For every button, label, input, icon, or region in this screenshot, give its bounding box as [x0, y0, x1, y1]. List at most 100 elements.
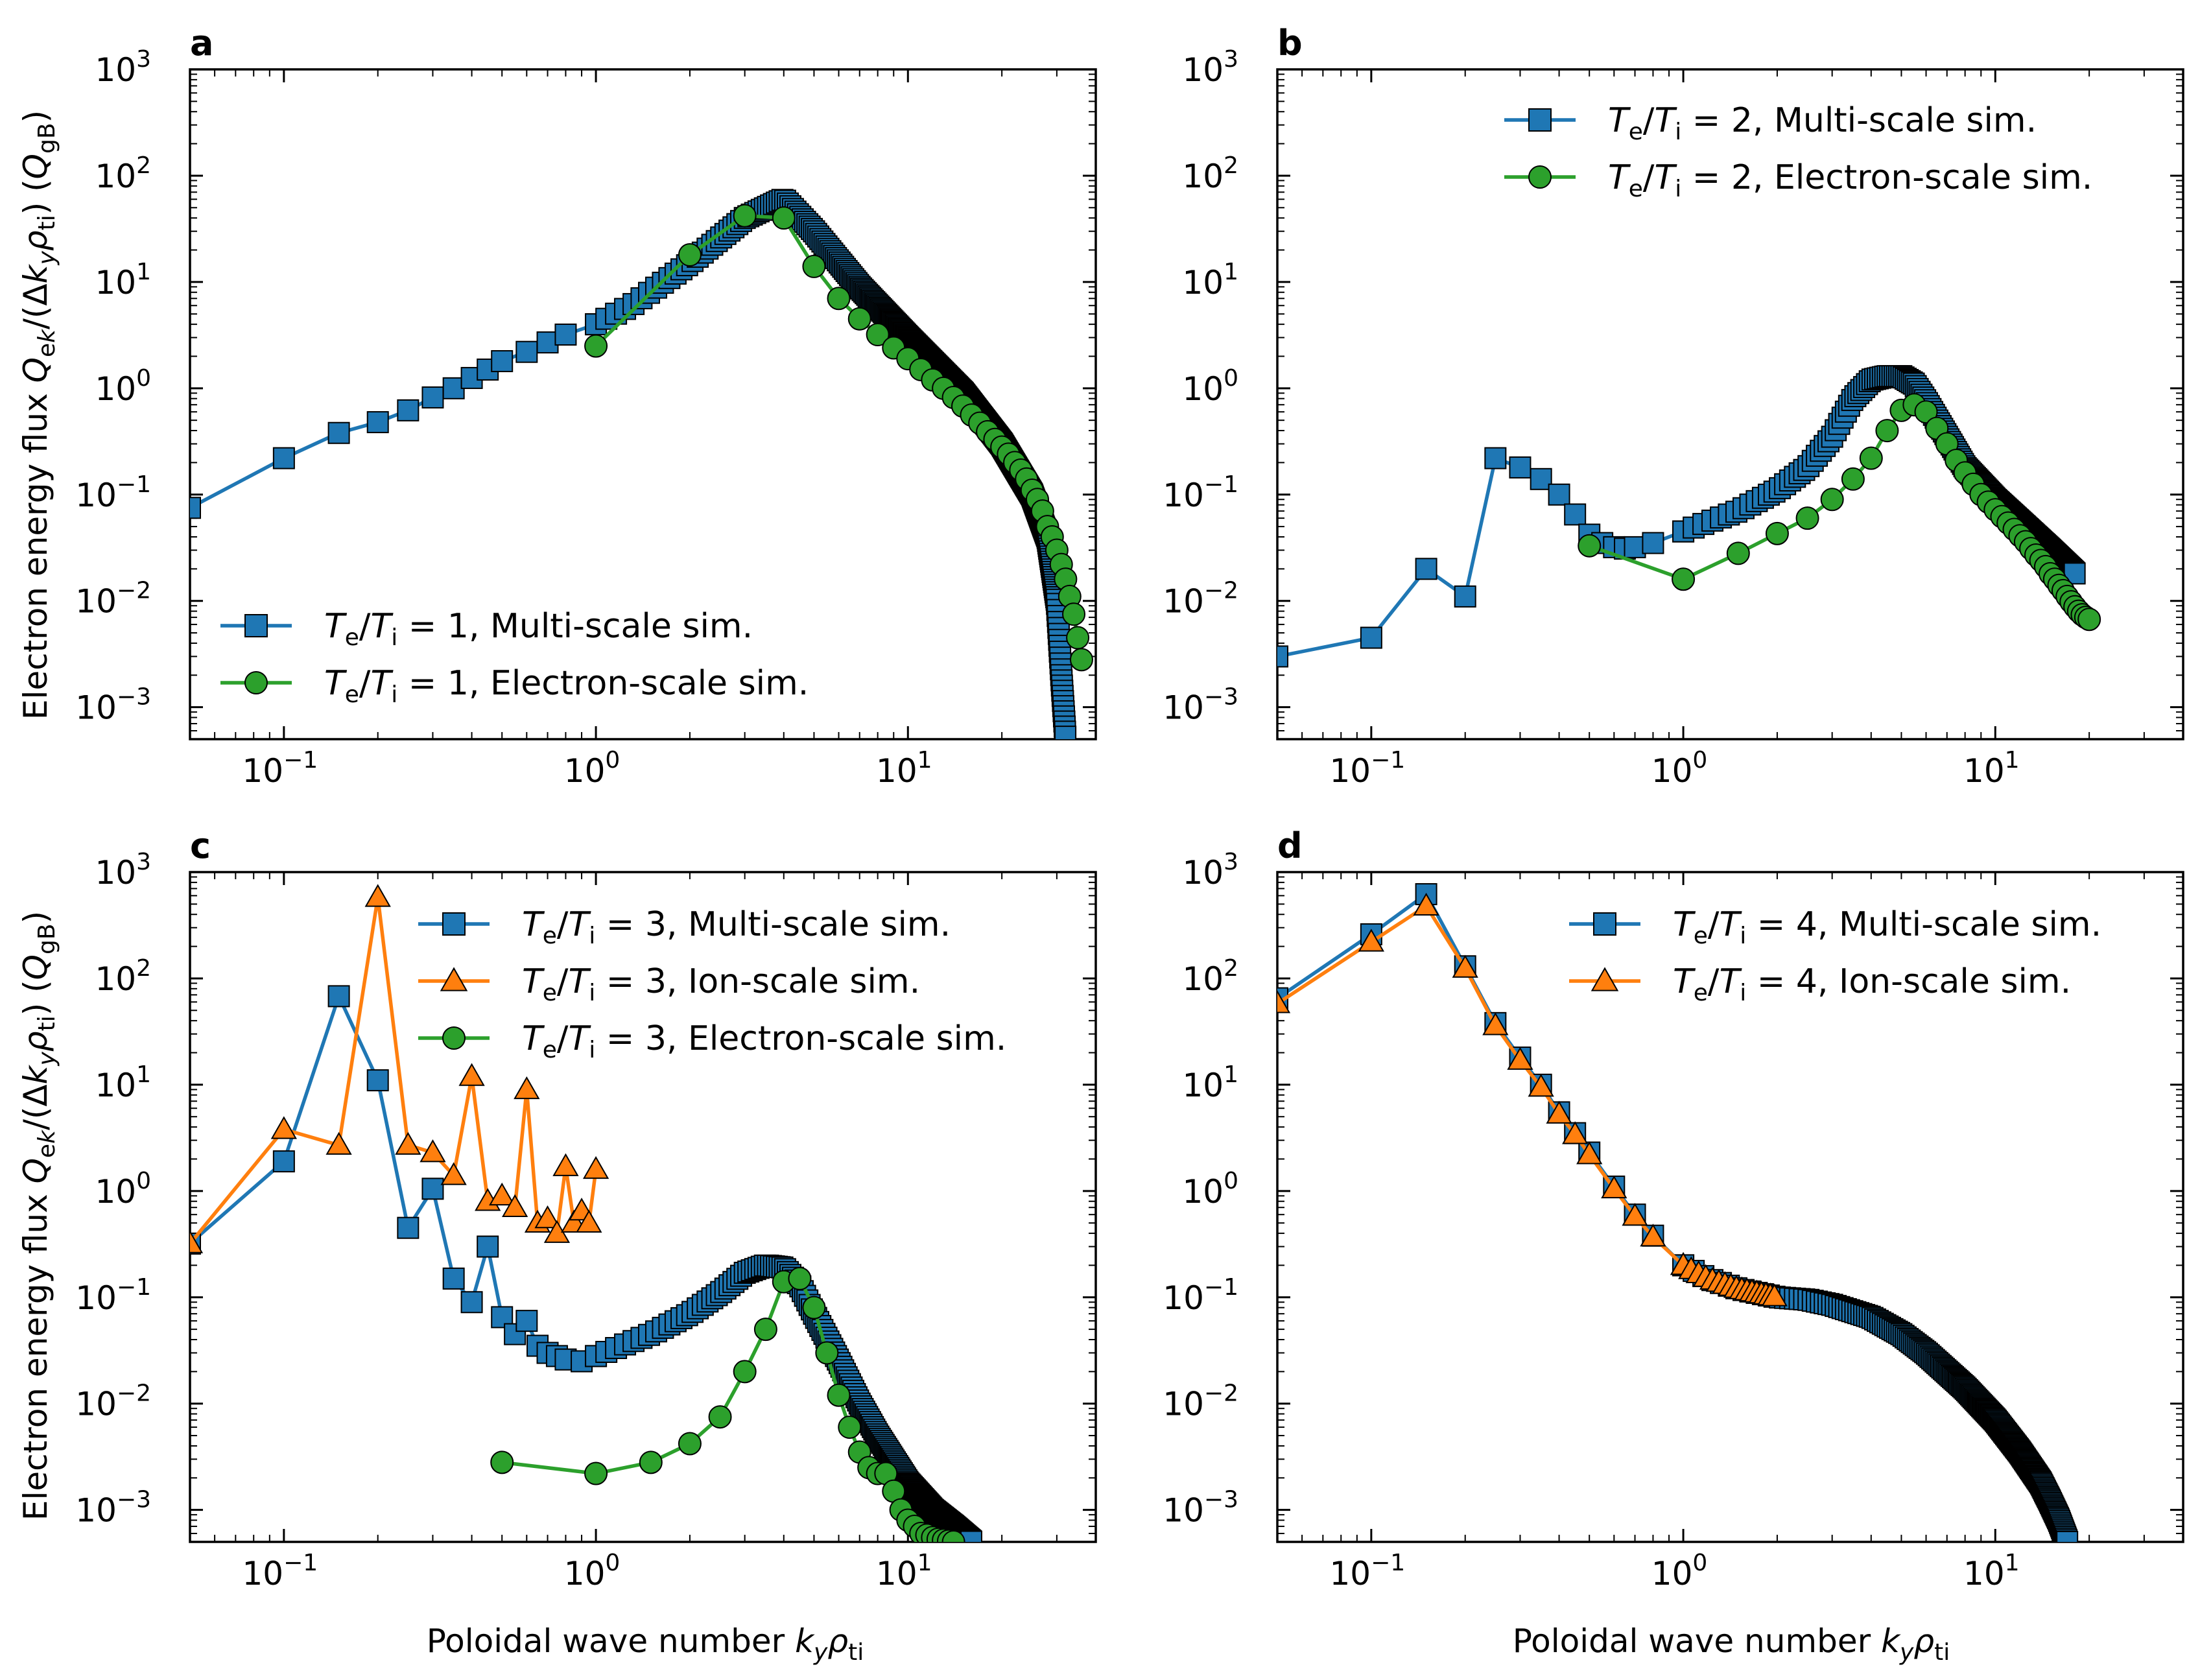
y-tick-label: 101: [1182, 259, 1238, 302]
y-tick-label: 10−3: [1163, 1487, 1238, 1530]
data-point: [190, 497, 201, 519]
data-point: [2056, 1531, 2079, 1542]
data-point: [327, 421, 350, 444]
data-point: [1548, 483, 1570, 506]
data-point: [1452, 954, 1478, 978]
x-tick-label: 101: [1963, 747, 2020, 790]
data-point: [1277, 990, 1291, 1013]
x-tick-label: 10−1: [1330, 747, 1406, 790]
ticks: [189, 68, 1096, 740]
data-point: [490, 1450, 514, 1474]
data-point: [397, 399, 420, 421]
x-tick-label: 101: [876, 747, 932, 790]
y-tick-label: 10−1: [75, 471, 151, 514]
y-tick-label: 102: [1182, 152, 1238, 195]
data-point: [941, 1530, 965, 1542]
series-line: [190, 197, 1068, 739]
legend-marker: [442, 1026, 466, 1050]
y-tick-label: 10−2: [1163, 578, 1238, 621]
data-point: [1062, 602, 1086, 626]
y-tick-label: 103: [95, 849, 151, 892]
y-axis-label-c: Electron energy flux Qek/(Δkyρti) (QgB): [17, 911, 60, 1520]
x-tick-label: 10−1: [242, 1550, 318, 1592]
data-point: [1509, 456, 1532, 479]
data-point: [708, 1405, 732, 1429]
legend-entry-multi: Te/Ti = 3, Multi-scale sim.: [522, 905, 951, 949]
legend-entry-multi: Te/Ti = 4, Multi-scale sim.: [1673, 905, 2101, 949]
panel-letter-c: c: [190, 825, 211, 866]
data-point: [1564, 503, 1587, 526]
data-point: [421, 1177, 444, 1200]
data-point: [190, 1230, 204, 1253]
series-markers: [1277, 892, 1788, 1307]
data-point: [1358, 929, 1384, 952]
series-markers: [190, 884, 609, 1253]
legend-entry-ion: Te/Ti = 3, Ion-scale sim.: [522, 962, 920, 1006]
panel-c: c 10−1 100 101 10−3 10−2 10−1 100 101 102 103 Te/Ti…: [75, 825, 1097, 1592]
y-tick-label: 10−1: [75, 1274, 151, 1317]
x-tick-label: 100: [564, 1550, 621, 1592]
legend: Te/Ti = 1, Multi-scale sim. Te/Ti = 1, El…: [220, 607, 809, 708]
data-point: [504, 1323, 526, 1345]
y-tick-label: 101: [1182, 1061, 1238, 1104]
legend-marker: [440, 967, 468, 991]
series-electron: [490, 1266, 965, 1542]
y-tick-label: 101: [95, 1061, 151, 1104]
x-tick-label: 100: [1651, 747, 1708, 790]
series-electron: [1578, 393, 2101, 632]
series-markers: [1277, 883, 2079, 1542]
data-point: [1066, 626, 1090, 650]
x-tick-label: 10−1: [242, 747, 318, 790]
data-point: [802, 254, 826, 278]
legend-marker: [1591, 967, 1619, 991]
data-point: [514, 1076, 540, 1100]
data-point: [552, 1153, 579, 1176]
data-point: [772, 206, 796, 230]
data-point: [272, 1150, 295, 1173]
series-multi: [1277, 365, 2086, 668]
data-point: [1546, 1100, 1572, 1124]
y-tick-label: 10−3: [1163, 684, 1238, 727]
legend-marker: [244, 614, 268, 637]
data-point: [460, 1291, 483, 1314]
data-point: [515, 1310, 538, 1332]
data-point: [584, 1461, 608, 1485]
data-point: [442, 1267, 465, 1290]
data-point: [364, 884, 391, 907]
y-tick-label: 10−1: [1163, 471, 1238, 514]
y-tick-label: 103: [95, 46, 151, 89]
series-markers: [1277, 365, 2086, 668]
legend: Te/Ti = 2, Multi-scale sim. Te/Ti = 2, El…: [1504, 101, 2092, 202]
legend-entry-multi: Te/Ti = 2, Multi-scale sim.: [1608, 101, 2037, 145]
legend-marker: [1528, 108, 1552, 132]
y-tick-label: 102: [1182, 955, 1238, 998]
data-point: [827, 287, 851, 311]
data-point: [827, 1383, 851, 1407]
series-line: [1277, 904, 1778, 1299]
data-point: [366, 1069, 389, 1092]
x-tick-label: 10−1: [1330, 1550, 1406, 1592]
y-tick-label: 10−3: [75, 1487, 151, 1530]
data-point: [366, 411, 389, 434]
data-point: [1482, 1012, 1509, 1035]
data-point: [1415, 558, 1437, 580]
data-point: [639, 1450, 663, 1474]
data-point: [491, 349, 514, 372]
series-markers: [490, 1266, 965, 1542]
legend: Te/Ti = 3, Multi-scale sim. Te/Ti = 3, Io…: [418, 905, 1006, 1063]
data-point: [1624, 536, 1646, 558]
x-axis-label-c: Poloidal wave number kyρti: [427, 1622, 864, 1666]
data-point: [1277, 645, 1288, 668]
data-point: [753, 1318, 777, 1342]
y-tick-label: 100: [1182, 1168, 1238, 1211]
data-point: [1841, 467, 1865, 491]
legend-marker: [244, 671, 268, 694]
data-point: [1069, 648, 1093, 672]
data-point: [802, 1295, 826, 1319]
data-point: [1795, 506, 1819, 530]
y-tick-label: 102: [95, 152, 151, 195]
data-point: [1484, 447, 1507, 469]
data-point: [1765, 521, 1789, 545]
data-point: [1640, 1224, 1666, 1247]
legend-entry-ion: Te/Ti = 4, Ion-scale sim.: [1673, 962, 2071, 1006]
